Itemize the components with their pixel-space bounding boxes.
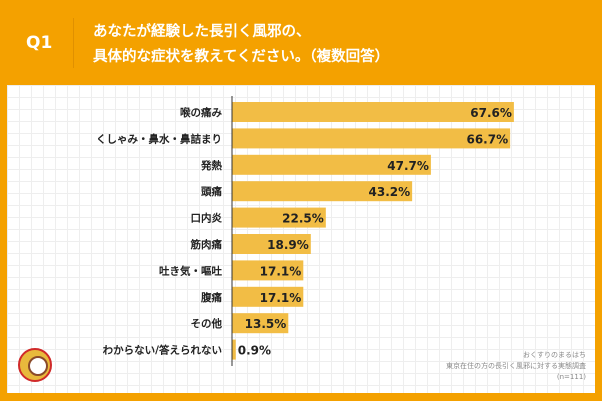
bar xyxy=(232,154,431,175)
category-label: 腹痛 xyxy=(201,291,222,304)
question-title: あなたが経験した長引く風邪の、 具体的な症状を教えてください。（複数回答） xyxy=(93,20,389,70)
category-label: 喉の痛み xyxy=(180,106,222,119)
category-label: 頭痛 xyxy=(201,185,222,198)
category-label: 筋肉痛 xyxy=(190,238,223,251)
bar xyxy=(232,339,236,360)
divider xyxy=(73,18,74,68)
title-line-1: あなたが経験した長引く風邪の、 xyxy=(93,24,311,40)
value-label: 47.7% xyxy=(387,159,429,173)
bar xyxy=(232,286,304,307)
bar xyxy=(232,260,304,281)
value-label: 67.6% xyxy=(470,106,512,120)
source-line-1: おくすりのまるはち xyxy=(523,351,586,359)
category-label: わからない/答えられない xyxy=(103,344,222,357)
category-label: 口内炎 xyxy=(191,212,223,225)
bar xyxy=(232,207,326,228)
value-label: 18.9% xyxy=(267,238,309,252)
category-label: 吐き気・嘔吐 xyxy=(159,264,222,277)
question-number: Q1 xyxy=(26,33,53,53)
category-label: その他 xyxy=(191,317,223,330)
source-line-3: (n=111) xyxy=(556,373,586,381)
value-label: 43.2% xyxy=(369,185,411,199)
category-label: 発熱 xyxy=(200,159,222,172)
bar xyxy=(232,128,511,149)
value-label: 66.7% xyxy=(466,132,508,146)
value-label: 22.5% xyxy=(282,212,324,226)
title-line-2: 具体的な症状を教えてください。（複数回答） xyxy=(93,49,390,65)
bar xyxy=(232,234,311,254)
value-label: 0.9% xyxy=(238,344,271,358)
brand-logo xyxy=(18,348,52,382)
value-label: 17.1% xyxy=(260,264,302,278)
bar xyxy=(232,102,514,122)
source-line-2: 東京在住の方の長引く風邪に対する実態調査 xyxy=(446,362,586,370)
bar xyxy=(232,181,413,202)
value-label: 13.5% xyxy=(245,317,287,331)
source-note: おくすりのまるはち 東京在住の方の長引く風邪に対する実態調査 (n=111) xyxy=(446,350,586,383)
value-label: 17.1% xyxy=(260,291,302,305)
category-label: くしゃみ・鼻水・鼻詰まり xyxy=(96,132,222,145)
bar xyxy=(232,313,289,334)
